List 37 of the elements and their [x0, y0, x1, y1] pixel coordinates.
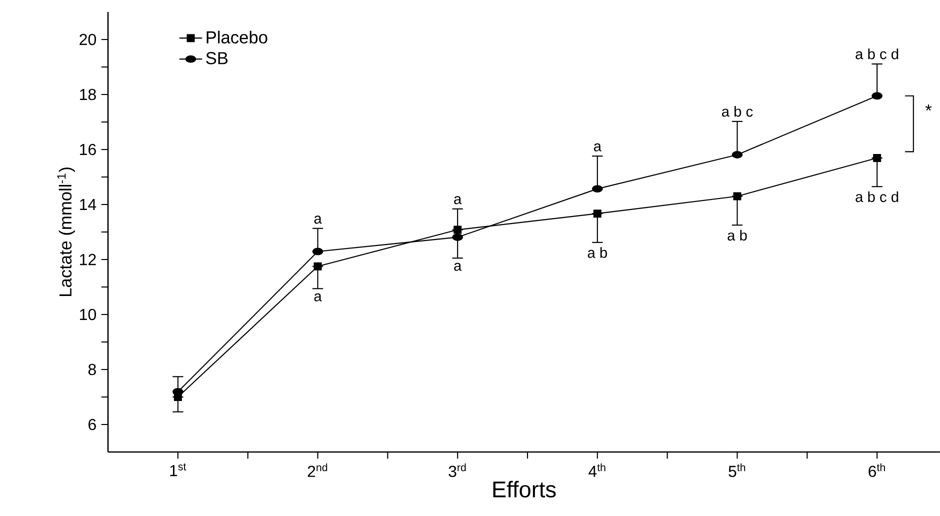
- point: [452, 233, 463, 241]
- annotation: *: [925, 104, 932, 111]
- x-tick-label: 2$^{nd}$: [308, 463, 328, 477]
- point: [733, 192, 742, 200]
- point: [593, 210, 602, 218]
- y-tick-label: 18: [80, 88, 96, 100]
- y-tick-label: 20: [80, 34, 96, 46]
- point: [592, 185, 603, 193]
- x-tick-label: 1$^{st}$: [170, 463, 186, 476]
- y-tick-label: 16: [80, 144, 96, 156]
- y-tick-label: 8: [88, 364, 96, 376]
- x-tick-label: 6$^{th}$: [868, 463, 885, 478]
- annotation: a: [314, 293, 322, 302]
- annotation: a: [454, 262, 462, 271]
- legend-label: Placebo: [206, 30, 268, 44]
- annotation: a b: [728, 230, 747, 241]
- point: [314, 262, 322, 270]
- y-axis-title: Lactate (mmoll$^{-1}$): [57, 168, 76, 296]
- point: [872, 92, 882, 100]
- y-tick-label: 14: [80, 198, 96, 210]
- annotation: a b c d: [856, 191, 898, 202]
- y-tick-label: 6: [88, 418, 96, 430]
- x-tick-label: 3$^{rd}$: [448, 463, 466, 478]
- x-tick-label: 5$^{th}$: [728, 463, 746, 478]
- annotation: a: [314, 216, 322, 224]
- annotation: a b: [588, 247, 607, 258]
- y-tick-label: 10: [80, 308, 96, 320]
- y-tick-label: 12: [80, 254, 96, 266]
- x-axis-title: Efforts: [493, 480, 556, 498]
- point: [873, 154, 882, 162]
- annotation: a b c: [722, 106, 753, 117]
- point: [454, 226, 462, 234]
- annotation: a: [454, 196, 462, 204]
- annotation: a: [594, 143, 602, 152]
- legend-label: SB: [206, 52, 228, 64]
- x-tick-label: 4$^{th}$: [588, 463, 606, 477]
- annotation: a b c d: [856, 48, 898, 60]
